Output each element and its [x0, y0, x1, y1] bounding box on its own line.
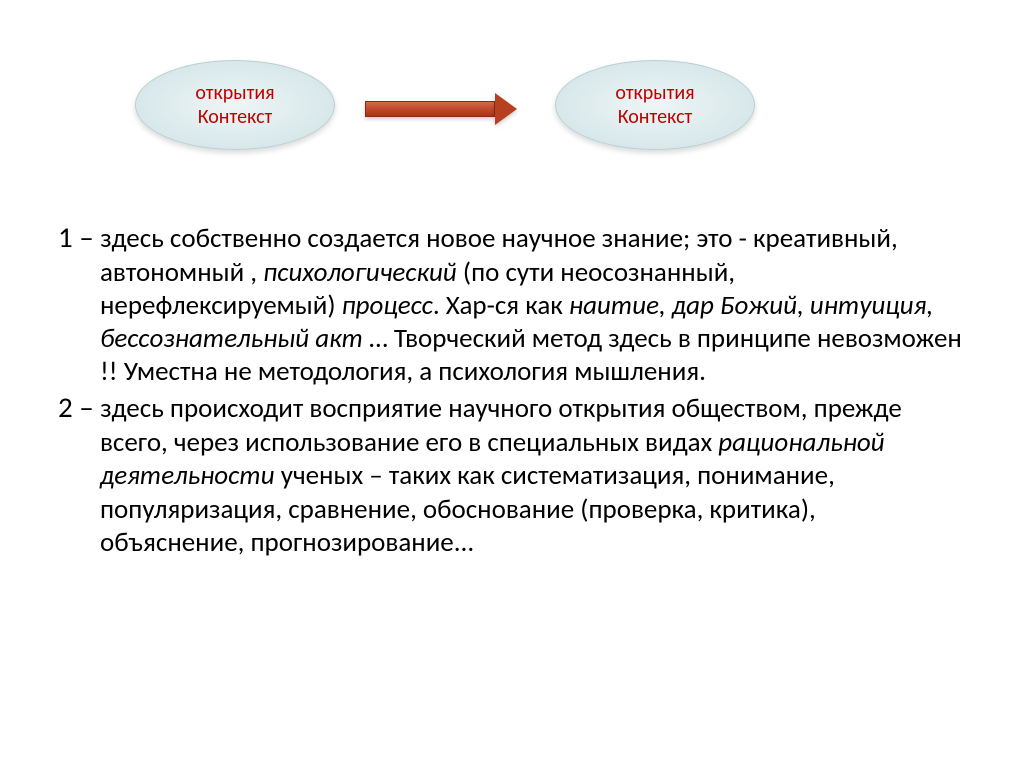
node-label-line1: открытия — [615, 81, 694, 105]
node-label-line1: открытия — [195, 81, 274, 105]
paragraph-1: 1 – здесь собственно создается новое нау… — [58, 220, 966, 388]
diagram-area: открытия Контекст открытия Контекст — [0, 55, 1024, 175]
node-label-line2: Контекст — [618, 105, 693, 129]
body-text: 1 – здесь собственно создается новое нау… — [58, 220, 966, 561]
paragraph-2: 2 – здесь происходит восприятие научного… — [58, 390, 966, 558]
text-run-italic: процесс — [342, 289, 433, 322]
text-run-italic: психологический — [263, 256, 457, 289]
context-node-left: открытия Контекст — [135, 60, 335, 150]
arrow-head-icon — [495, 93, 517, 125]
context-node-right: открытия Контекст — [555, 60, 755, 150]
arrow-right — [365, 93, 517, 125]
text-run: . Хар-ся как — [433, 289, 569, 322]
arrow-shaft — [365, 101, 495, 117]
item-number: 2 – — [58, 389, 100, 425]
node-label-line2: Контекст — [198, 105, 273, 129]
item-number: 1 – — [58, 219, 100, 255]
